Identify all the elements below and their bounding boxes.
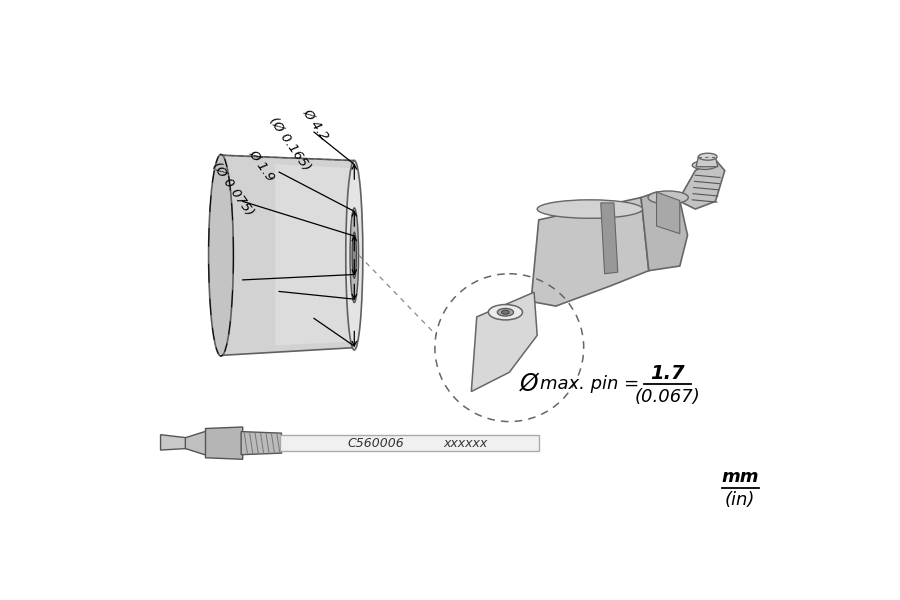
Polygon shape: [275, 164, 355, 346]
Ellipse shape: [346, 161, 363, 350]
Text: (in): (in): [725, 491, 755, 509]
Polygon shape: [601, 203, 617, 274]
Polygon shape: [531, 197, 649, 306]
Text: xxxxxx: xxxxxx: [443, 437, 487, 451]
Polygon shape: [241, 431, 282, 455]
Ellipse shape: [501, 310, 509, 314]
Polygon shape: [185, 431, 207, 455]
Text: (Ø 0.165): (Ø 0.165): [266, 115, 312, 174]
Text: 1.7: 1.7: [650, 364, 685, 383]
Polygon shape: [679, 160, 725, 209]
Polygon shape: [641, 192, 688, 271]
Text: Ø 4.2: Ø 4.2: [300, 106, 331, 143]
Polygon shape: [657, 192, 680, 234]
Text: mm: mm: [722, 468, 759, 486]
Text: (Ø 0.075): (Ø 0.075): [210, 160, 256, 218]
Ellipse shape: [489, 305, 523, 320]
Text: C560006: C560006: [347, 437, 404, 451]
Polygon shape: [280, 436, 539, 451]
Text: max. pin =: max. pin =: [540, 375, 640, 393]
Ellipse shape: [692, 161, 717, 169]
Text: (0.067): (0.067): [634, 388, 700, 406]
Ellipse shape: [209, 154, 233, 356]
Text: Ø 1.9: Ø 1.9: [246, 148, 277, 184]
Polygon shape: [472, 292, 537, 392]
Text: Ø: Ø: [520, 372, 539, 396]
Polygon shape: [221, 155, 355, 355]
Ellipse shape: [498, 308, 514, 316]
Ellipse shape: [537, 200, 643, 218]
Polygon shape: [205, 427, 243, 460]
Ellipse shape: [350, 208, 358, 302]
Ellipse shape: [698, 153, 717, 160]
Polygon shape: [160, 434, 187, 450]
Ellipse shape: [352, 232, 356, 278]
Polygon shape: [696, 157, 718, 167]
Ellipse shape: [648, 191, 688, 204]
